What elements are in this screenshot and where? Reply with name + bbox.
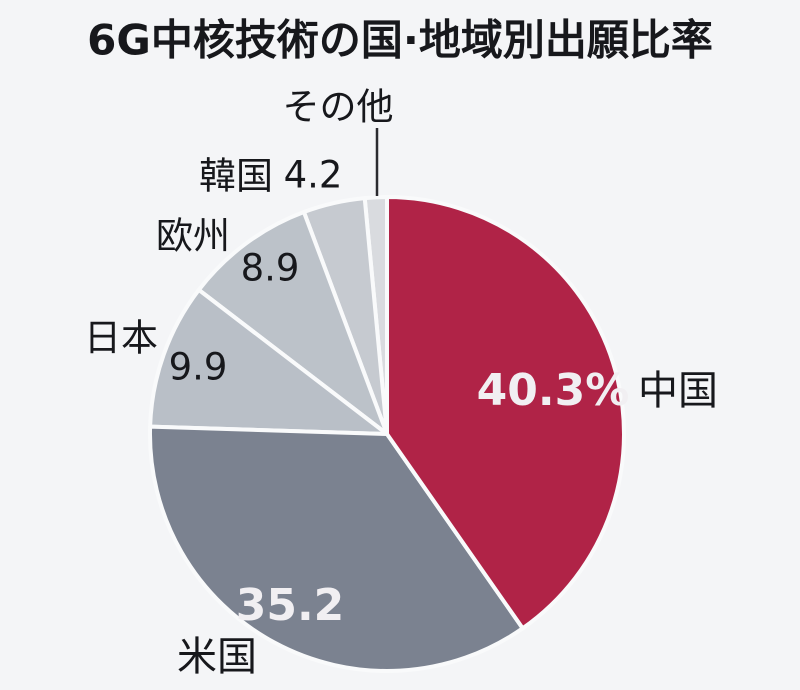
label-china: 中国 bbox=[638, 368, 718, 414]
label-europe: 欧州 bbox=[156, 214, 230, 258]
label-korea: 韓国 bbox=[199, 154, 273, 198]
label-japan: 日本 bbox=[84, 316, 158, 360]
label-europe-value: 8.9 bbox=[240, 246, 300, 290]
label-others: その他 bbox=[282, 85, 394, 129]
pie-slice-usa bbox=[148, 424, 525, 673]
label-korea-value: 4.2 bbox=[283, 153, 343, 197]
pie-slice-japan bbox=[148, 287, 389, 436]
pie-slice-europe bbox=[196, 210, 389, 436]
label-usa: 米国 bbox=[177, 634, 257, 680]
label-japan-value: 9.9 bbox=[168, 345, 228, 389]
label-usa-value: 35.2 bbox=[235, 580, 345, 631]
label-china-value: 40.3% bbox=[476, 365, 630, 416]
pie-slice-china bbox=[385, 195, 626, 631]
chart-title: 6G中核技術の国·地域別出願比率 bbox=[87, 15, 713, 65]
